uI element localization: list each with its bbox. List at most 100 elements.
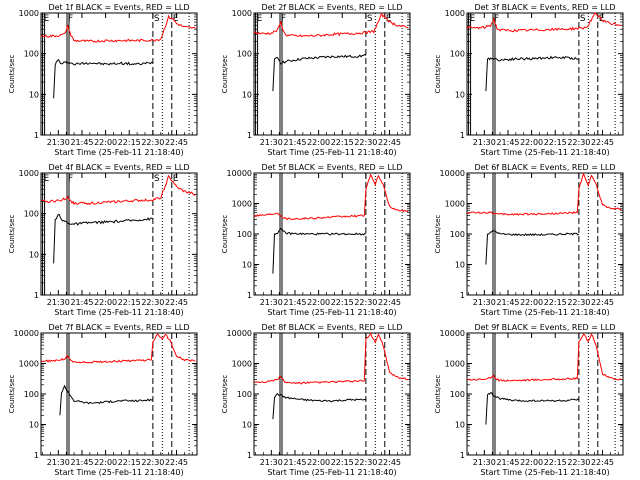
y-tick-label: 1 bbox=[460, 451, 465, 460]
y-tick-label: 100 bbox=[24, 390, 39, 399]
detector-plot-6: Det 6f BLACK = Events, RED = LLD 1 10 100 10… bbox=[434, 163, 624, 317]
x-tick-label: 22:00 bbox=[94, 458, 117, 467]
x-tick-label: 21:45 bbox=[496, 298, 519, 307]
y-tick-label: 10 bbox=[455, 421, 465, 430]
events-series-line bbox=[59, 384, 154, 416]
event-marker-label: E bbox=[257, 14, 263, 24]
x-tick-label: 22:45 bbox=[165, 298, 188, 307]
plot-frame bbox=[40, 12, 198, 136]
events-series-line bbox=[53, 58, 154, 99]
events-series-line bbox=[485, 392, 580, 425]
lld-series-line bbox=[466, 12, 622, 33]
y-tick-label: 10 bbox=[29, 250, 39, 259]
x-tick-label: 22:15 bbox=[331, 138, 354, 147]
y-tick-label: 1 bbox=[460, 131, 465, 140]
y-tick-label: 1000 bbox=[445, 360, 465, 369]
y-tick-label: 1000 bbox=[232, 360, 252, 369]
detector-plot-9: Det 9f BLACK = Events, RED = LLD 1 10 100 10… bbox=[434, 323, 624, 477]
x-tick-label: 21:30 bbox=[473, 138, 496, 147]
event-marker-label: E bbox=[44, 14, 50, 24]
y-tick-label: 10 bbox=[242, 90, 252, 99]
plot-title: Det 2f BLACK = Events, RED = LLD bbox=[261, 3, 402, 12]
y-tick-label: 100 bbox=[237, 390, 252, 399]
x-tick-label: 22:30 bbox=[567, 298, 590, 307]
x-tick-label: 22:30 bbox=[354, 298, 377, 307]
x-tick-label: 22:30 bbox=[141, 298, 164, 307]
plot-frame bbox=[466, 332, 624, 456]
x-tick-label: 22:00 bbox=[307, 298, 330, 307]
y-tick-label: 10 bbox=[455, 90, 465, 99]
x-tick-label: 22:00 bbox=[94, 138, 117, 147]
y-axis-label: Counts/sec bbox=[8, 375, 16, 414]
x-tick-label: 22:45 bbox=[591, 138, 614, 147]
events-series-line bbox=[485, 55, 580, 92]
y-tick-label: 1000 bbox=[445, 9, 465, 18]
plot-title: Det 5f BLACK = Events, RED = LLD bbox=[261, 163, 402, 172]
lld-series-line bbox=[253, 173, 409, 221]
plot-frame bbox=[40, 332, 198, 456]
x-tick-label: 21:45 bbox=[70, 458, 93, 467]
x-tick-label: 22:30 bbox=[141, 458, 164, 467]
x-tick-label: 22:45 bbox=[165, 458, 188, 467]
x-axis-label: Start Time (25-Feb-11 21:18:40) bbox=[54, 148, 183, 157]
plot-title: Det 8f BLACK = Events, RED = LLD bbox=[261, 323, 402, 332]
x-tick-label: 21:45 bbox=[283, 138, 306, 147]
x-tick-label: 22:45 bbox=[591, 458, 614, 467]
plot-title: Det 6f BLACK = Events, RED = LLD bbox=[474, 163, 615, 172]
y-tick-label: 1000 bbox=[19, 169, 39, 178]
x-tick-label: 22:45 bbox=[165, 138, 188, 147]
lld-series-line bbox=[466, 333, 622, 382]
x-tick-label: 21:30 bbox=[47, 298, 70, 307]
y-tick-label: 10 bbox=[29, 90, 39, 99]
y-tick-label: 100 bbox=[24, 50, 39, 59]
event-marker-label: S bbox=[154, 14, 160, 24]
x-tick-label: 22:30 bbox=[141, 138, 164, 147]
x-tick-label: 22:00 bbox=[520, 138, 543, 147]
x-tick-label: 22:00 bbox=[94, 298, 117, 307]
detector-plot-5: Det 5f BLACK = Events, RED = LLD 1 10 100 10… bbox=[221, 163, 411, 317]
x-tick-label: 22:15 bbox=[118, 138, 141, 147]
x-tick-label: 22:30 bbox=[567, 458, 590, 467]
x-tick-label: 21:30 bbox=[473, 458, 496, 467]
plot-frame bbox=[253, 12, 411, 136]
y-tick-label: 10 bbox=[242, 421, 252, 430]
lld-series-line bbox=[253, 12, 409, 38]
event-marker-label: F bbox=[494, 14, 499, 24]
lld-series-line bbox=[40, 333, 196, 364]
y-axis-label: Counts/sec bbox=[434, 375, 442, 414]
y-tick-label: 10000 bbox=[14, 329, 39, 338]
y-tick-label: 1 bbox=[247, 451, 252, 460]
event-marker-label: E bbox=[44, 174, 50, 184]
lld-series-line bbox=[253, 331, 409, 385]
event-marker-label: E bbox=[386, 14, 392, 24]
x-axis-label: Start Time (25-Feb-11 21:18:40) bbox=[267, 308, 396, 317]
x-tick-label: 22:00 bbox=[520, 458, 543, 467]
detector-plot-4: Det 4f BLACK = Events, RED = LLD 1 10 100 10… bbox=[8, 163, 198, 317]
events-series-line bbox=[272, 53, 367, 92]
x-tick-label: 22:15 bbox=[331, 458, 354, 467]
y-tick-label: 1 bbox=[247, 291, 252, 300]
y-axis-label: Counts/sec bbox=[434, 55, 442, 94]
y-tick-label: 100 bbox=[24, 210, 39, 219]
event-marker-label: S bbox=[580, 14, 586, 24]
y-tick-label: 100 bbox=[237, 50, 252, 59]
y-tick-label: 10 bbox=[29, 421, 39, 430]
y-tick-label: 100 bbox=[450, 390, 465, 399]
lld-series-line bbox=[40, 14, 196, 43]
x-tick-label: 22:15 bbox=[331, 298, 354, 307]
x-axis-label: Start Time (25-Feb-11 21:18:40) bbox=[267, 468, 396, 477]
events-series-line bbox=[485, 229, 580, 265]
plot-title: Det 9f BLACK = Events, RED = LLD bbox=[474, 323, 615, 332]
x-tick-label: 21:30 bbox=[260, 458, 283, 467]
y-tick-label: 100 bbox=[450, 230, 465, 239]
x-tick-label: 21:30 bbox=[47, 458, 70, 467]
y-tick-label: 1 bbox=[34, 451, 39, 460]
x-tick-label: 21:45 bbox=[283, 458, 306, 467]
y-tick-label: 10 bbox=[242, 261, 252, 270]
x-tick-label: 22:30 bbox=[567, 138, 590, 147]
x-tick-label: 22:30 bbox=[354, 458, 377, 467]
y-axis-label: Counts/sec bbox=[221, 375, 229, 414]
y-tick-label: 1 bbox=[34, 131, 39, 140]
x-tick-label: 21:45 bbox=[496, 458, 519, 467]
